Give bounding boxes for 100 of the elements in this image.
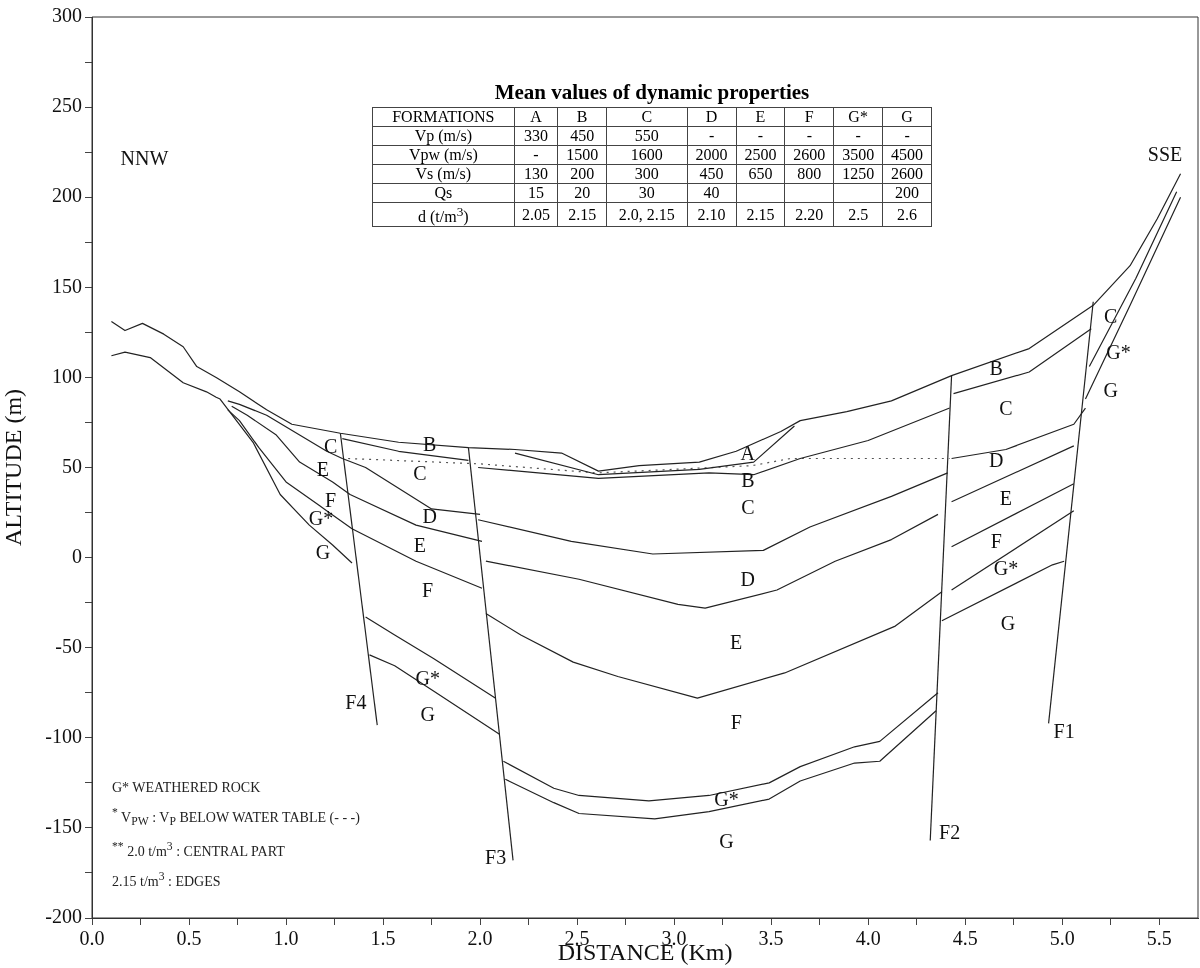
annotation: G* <box>714 788 739 811</box>
category-label: G* <box>833 107 883 127</box>
data-label: 300 <box>606 164 688 184</box>
annotation: F3 <box>485 845 507 868</box>
x-tick-label: 4.5 <box>952 927 978 950</box>
annotation: G* <box>993 557 1019 580</box>
data-label: 2600 <box>882 164 932 184</box>
data-label: 2500 <box>736 145 785 165</box>
data-label: - <box>833 126 883 146</box>
data-label: 330 <box>514 126 558 146</box>
legend-label: Vpw (m/s) <box>372 145 515 165</box>
data-label: 2.6 <box>882 202 932 227</box>
data-label: 40 <box>687 183 736 203</box>
data-label: 20 <box>557 183 607 203</box>
x-tick-label: 0.5 <box>176 927 202 950</box>
data-label: - <box>882 126 932 146</box>
annotation: E <box>413 534 427 557</box>
category-label: A <box>514 107 558 127</box>
annotation: D <box>988 449 1004 472</box>
annotation: $^{**}$ 2.0 t/m$^{3}$ : CENTRAL PART <box>112 839 286 862</box>
data-label: 450 <box>557 126 607 146</box>
annotation: F1 <box>1053 719 1075 742</box>
data-label: 130 <box>514 164 558 184</box>
category-label: D <box>687 107 736 127</box>
text: Vs (m/s) <box>372 164 515 184</box>
data-label: 2.0, 2.15 <box>606 202 688 227</box>
annotation: D <box>740 568 756 591</box>
data-label: 4500 <box>882 145 932 165</box>
data-label: 550 <box>606 126 688 146</box>
x-tick-label: 0.0 <box>79 927 105 950</box>
x-tick-label: 4.0 <box>855 927 881 950</box>
annotation: E <box>999 487 1013 510</box>
annotation: C <box>999 397 1013 420</box>
annotation: G* <box>415 667 440 690</box>
x-tick-label: 3.5 <box>758 927 784 950</box>
x-tick-label: 2.0 <box>467 927 493 950</box>
text: FORMATIONS <box>372 107 515 127</box>
data-label: 2.5 <box>833 202 883 227</box>
data-label: 2.15 <box>557 202 607 227</box>
annotation: G <box>1000 611 1016 634</box>
data-label: 30 <box>606 183 688 203</box>
annotation: $^{*}$ V$_{PW}$ : V$_{P}$ BELOW WATER TABLE (- - -) <box>112 805 360 831</box>
text: d (t/m$^{3}$) <box>372 202 515 227</box>
annotation: A <box>740 442 756 465</box>
data-label: 200 <box>557 164 607 184</box>
data-label: 15 <box>514 183 558 203</box>
annotation: G <box>1103 379 1118 402</box>
data-label: 2.20 <box>784 202 834 227</box>
data-label: 800 <box>784 164 834 184</box>
data-label: - <box>784 126 834 146</box>
data-label: 1500 <box>557 145 607 165</box>
y-tick-label: -150 <box>45 815 82 838</box>
y-tick-label: 50 <box>62 454 82 477</box>
annotation: B <box>741 469 755 492</box>
x-tick-label: 1.5 <box>370 927 396 950</box>
y-tick-label: 300 <box>52 4 82 27</box>
text: Qs <box>372 183 515 203</box>
annotation: G* <box>1106 341 1131 364</box>
data-label: - <box>736 126 785 146</box>
data-label: - <box>687 126 736 146</box>
category-label: E <box>736 107 785 127</box>
annotation: SSE <box>1147 143 1183 165</box>
annotation: D <box>422 505 437 528</box>
data-label: - <box>514 145 558 165</box>
annotation: F4 <box>345 690 367 713</box>
data-label: 3500 <box>833 145 883 165</box>
annotation: C <box>413 461 427 484</box>
y-tick-label: -50 <box>55 634 82 657</box>
annotation: C <box>1104 305 1118 328</box>
category-label: C <box>606 107 688 127</box>
data-label: 650 <box>736 164 785 184</box>
annotation: F <box>730 710 742 733</box>
annotation: G <box>315 541 331 564</box>
x-tick-label: 1.0 <box>273 927 299 950</box>
annotation: C <box>741 496 755 519</box>
annotation: E <box>316 458 330 481</box>
annotation: G <box>420 703 435 726</box>
data-label: 1600 <box>606 145 688 165</box>
data-label: 2600 <box>784 145 834 165</box>
data-label: 2.10 <box>687 202 736 227</box>
annotation: NNW <box>120 146 169 169</box>
y-tick-label: -200 <box>45 905 82 928</box>
annotation: 2.15 t/m$^{3}$ : EDGES <box>112 869 222 891</box>
category-label: F <box>784 107 834 127</box>
y-axis-title: ALTITUDE (m) <box>0 388 26 547</box>
category-label: B <box>557 107 607 127</box>
data-label: 450 <box>687 164 736 184</box>
annotation: E <box>730 631 743 654</box>
y-tick-label: 0 <box>72 544 82 567</box>
series-label: Vp (m/s) <box>372 126 515 146</box>
y-tick-label: 250 <box>52 94 82 117</box>
annotation: G <box>719 829 734 852</box>
annotation: B <box>989 357 1003 380</box>
text: Mean values of dynamic properties <box>493 80 811 105</box>
data-label: 2.05 <box>514 202 558 227</box>
category-label: G <box>882 107 932 127</box>
y-tick-label: 200 <box>52 184 82 207</box>
y-tick-label: -100 <box>45 725 82 748</box>
x-tick-label: 5.5 <box>1146 927 1172 950</box>
data-label: 200 <box>882 183 932 203</box>
